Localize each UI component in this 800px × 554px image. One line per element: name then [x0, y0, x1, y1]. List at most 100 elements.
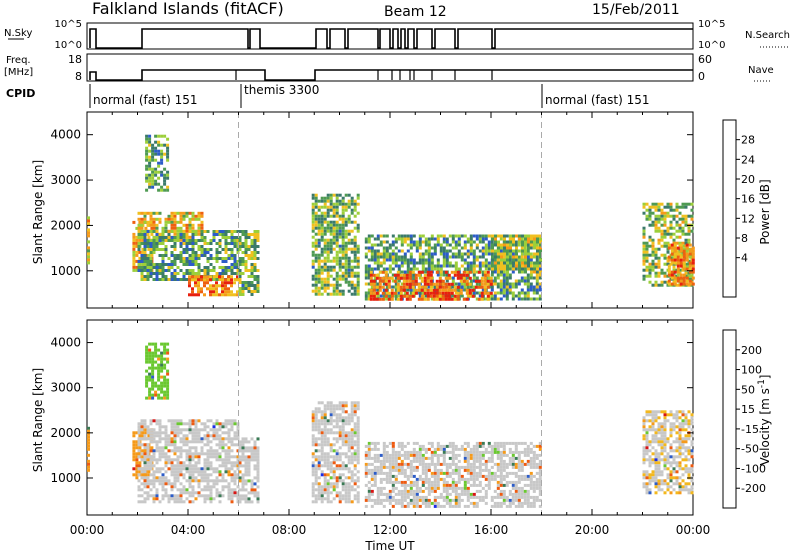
- echo-cell: [356, 229, 360, 233]
- echo-cell: [441, 285, 445, 289]
- echo-cell: [356, 452, 360, 456]
- echo-cell: [442, 477, 446, 481]
- echo-cell: [481, 252, 485, 256]
- echo-cell: [212, 482, 216, 486]
- echo-cell: [353, 214, 357, 218]
- echo-cell: [475, 255, 479, 259]
- echo-cell: [654, 202, 658, 206]
- echo-cell: [332, 413, 336, 417]
- echo-cell: [179, 214, 183, 218]
- echo-cell: [400, 237, 404, 241]
- echo-cell: [415, 243, 419, 247]
- echo-cell: [256, 281, 260, 284]
- echo-cell: [426, 273, 430, 277]
- echo-cell: [320, 464, 324, 468]
- echo-cell: [317, 274, 321, 278]
- echo-cell: [314, 214, 318, 218]
- echo-cell: [87, 231, 90, 235]
- echo-cell: [176, 211, 180, 215]
- echo-cell: [426, 276, 430, 280]
- echo-cell: [247, 236, 251, 239]
- echo-cell: [382, 504, 386, 508]
- echo-cell: [405, 282, 409, 286]
- echo-cell: [157, 387, 161, 391]
- echo-cell: [238, 497, 242, 501]
- echo-cell: [314, 247, 318, 251]
- echo-cell: [642, 274, 646, 278]
- echo-cell: [335, 256, 339, 260]
- echo-cell: [393, 291, 397, 295]
- echo-cell: [209, 287, 212, 291]
- echo-cell: [678, 268, 682, 272]
- echo-cell: [684, 238, 688, 242]
- site-title: Falkland Islands (fitACF): [92, 0, 284, 18]
- echo-cell: [376, 495, 380, 499]
- echo-cell: [675, 241, 679, 245]
- echo-cell: [391, 441, 395, 445]
- echo-cell: [176, 434, 180, 438]
- echo-cell: [230, 491, 234, 495]
- colorbar-tick-label: 12: [741, 212, 755, 225]
- echo-cell: [329, 193, 333, 197]
- echo-cell: [403, 237, 407, 241]
- echo-cell: [170, 464, 174, 468]
- echo-cell: [224, 236, 228, 239]
- echo-cell: [230, 479, 234, 483]
- echo-cell: [370, 498, 374, 502]
- echo-cell: [675, 202, 679, 206]
- echo-cell: [215, 488, 219, 492]
- echo-cell: [424, 486, 428, 490]
- echo-cell: [335, 482, 339, 486]
- echo-cell: [406, 504, 410, 508]
- echo-cell: [503, 234, 506, 238]
- echo-cell: [475, 234, 479, 238]
- echo-cell: [149, 217, 153, 221]
- echo-cell: [391, 447, 395, 451]
- echo-cell: [424, 270, 428, 274]
- echo-cell: [480, 291, 484, 295]
- echo-cell: [179, 257, 183, 260]
- echo-cell: [179, 488, 183, 492]
- echo-cell: [149, 223, 153, 227]
- echo-cell: [367, 288, 371, 292]
- echo-cell: [338, 434, 342, 438]
- echo-cell: [203, 470, 207, 474]
- echo-cell: [341, 250, 345, 254]
- echo-cell: [400, 459, 404, 463]
- echo-cell: [341, 452, 345, 456]
- freq-label-2: [MHz]: [4, 67, 33, 78]
- echo-cell: [657, 259, 661, 263]
- echo-cell: [244, 248, 248, 251]
- echo-cell: [317, 214, 321, 218]
- echo-cell: [137, 245, 141, 248]
- echo-cell: [230, 425, 234, 429]
- echo-cell: [454, 291, 458, 295]
- echo-cell: [642, 226, 646, 230]
- echo-cell: [418, 444, 422, 448]
- echo-cell: [329, 244, 333, 248]
- echo-cell: [344, 455, 348, 459]
- echo-cell: [502, 285, 506, 289]
- echo-cell: [439, 243, 443, 247]
- echo-cell: [256, 257, 260, 260]
- echo-cell: [356, 494, 360, 498]
- echo-cell: [227, 488, 231, 492]
- echo-cell: [341, 416, 345, 420]
- echo-cell: [158, 220, 162, 224]
- echo-cell: [505, 288, 509, 292]
- echo-cell: [140, 260, 144, 263]
- echo-cell: [441, 288, 445, 292]
- echo-cell: [651, 238, 655, 242]
- echo-cell: [494, 261, 497, 265]
- echo-cell: [453, 273, 457, 277]
- echo-cell: [406, 456, 410, 460]
- echo-cell: [176, 431, 180, 435]
- echo-cell: [314, 274, 318, 278]
- echo-cell: [457, 237, 461, 241]
- echo-cell: [394, 450, 398, 454]
- echo-cell: [87, 441, 90, 445]
- echo-cell: [215, 230, 219, 233]
- echo-cell: [137, 443, 141, 447]
- echo-cell: [532, 276, 536, 280]
